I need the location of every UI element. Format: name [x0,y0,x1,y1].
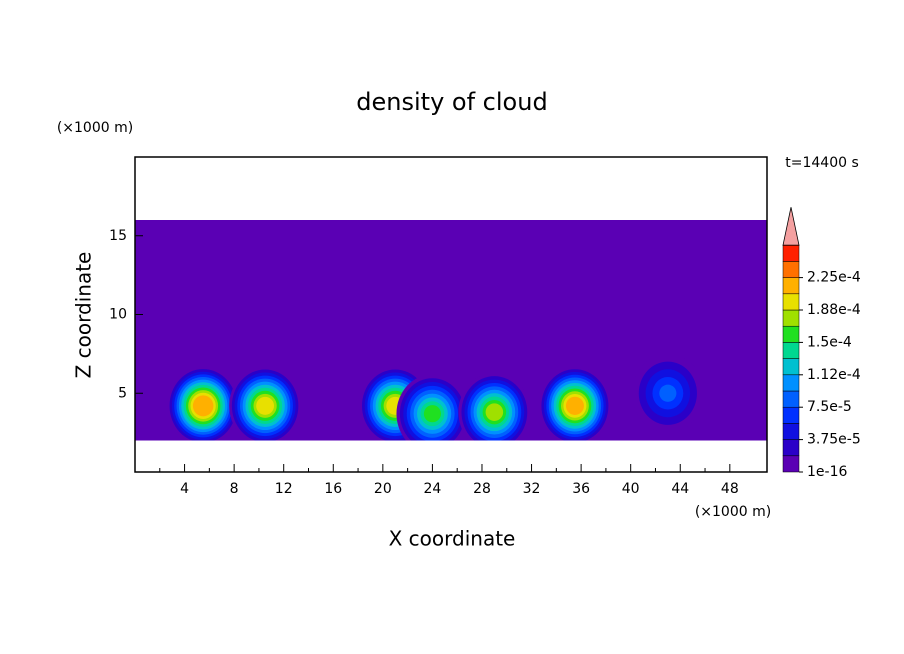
colorbar-extend [782,207,800,246]
y-tick-label: 10 [109,307,127,323]
colorbar-bin [782,293,800,311]
cloud-cell [229,366,302,446]
contour-level [192,395,214,417]
x-tick-label: 4 [180,481,189,497]
colorbar-bin [782,261,800,278]
colorbar-bin [782,358,800,376]
x-tick-label: 36 [572,481,590,497]
x-axis-label: X coordinate [389,527,516,551]
x-tick-label: 16 [324,481,342,497]
colorbar-bin [782,390,800,408]
x-tick-label: 24 [423,481,441,497]
cloud-cell [538,366,611,446]
x-tick-label: 20 [374,481,392,497]
x-unit: (×1000 m) [695,504,771,520]
field [135,220,767,472]
colorbar-bin [782,406,800,424]
x-tick-label: 8 [230,481,239,497]
colorbar-label: 1e-16 [807,464,847,480]
colorbar-bin [782,455,800,473]
contour-level [423,405,441,423]
y-unit: (×1000 m) [57,120,133,136]
x-tick-label: 12 [275,481,293,497]
ground-mask [135,440,767,472]
contour-level [659,384,677,402]
colorbar-label: 7.5e-5 [807,399,852,415]
colorbar-label: 3.75e-5 [807,432,861,448]
colorbar-label: 1.5e-4 [807,334,852,350]
colorbar-bin [782,342,800,359]
cloud-cell [631,353,704,433]
cloud-cell [458,372,531,452]
contour-level [256,396,275,415]
chart-title: density of cloud [356,88,547,116]
y-axis-label: Z coordinate [72,252,96,379]
colorbar-bin [782,277,800,295]
cloud-cell [396,374,469,454]
colorbar-label: 1.12e-4 [807,367,861,383]
time-label: t=14400 s [785,155,859,171]
colorbar-bin [782,325,800,343]
contour-level [485,403,504,421]
colorbar-label: 2.25e-4 [807,270,861,286]
x-tick-label: 28 [473,481,491,497]
y-tick-label: 5 [118,385,127,401]
x-tick-label: 48 [721,481,739,497]
colorbar-bin [782,309,800,327]
cloud-cell [167,366,240,446]
colorbar-bin [782,439,800,457]
colorbar-bin [782,244,800,262]
y-tick-label: 15 [109,228,127,244]
contour-level [565,396,584,415]
x-tick-label: 32 [523,481,541,497]
colorbar-label: 1.88e-4 [807,302,861,318]
x-tick-label: 40 [622,481,640,497]
x-tick-label: 44 [671,481,689,497]
colorbar-bin [782,423,800,440]
colorbar-bin [782,374,800,392]
